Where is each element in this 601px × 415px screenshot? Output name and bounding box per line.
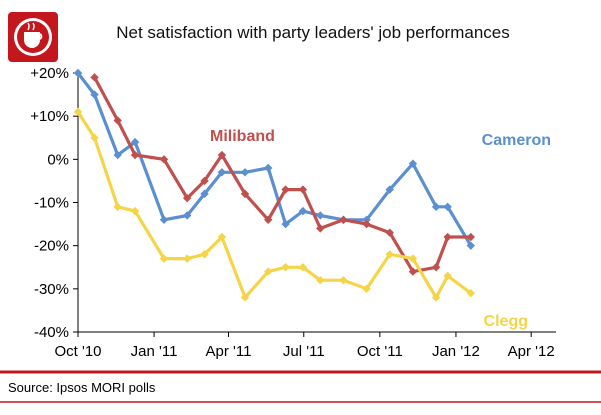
data-point-miliband	[362, 219, 371, 229]
data-point-miliband	[240, 189, 250, 199]
data-point-cameron	[316, 211, 325, 220]
data-point-cameron	[200, 189, 209, 199]
data-point-miliband	[217, 150, 227, 160]
data-point-clegg	[443, 271, 452, 281]
data-point-clegg	[316, 276, 325, 285]
data-point-clegg	[298, 263, 308, 272]
series-label-cameron: Cameron	[482, 132, 551, 149]
data-point-clegg	[339, 276, 348, 285]
data-point-cameron	[443, 202, 452, 212]
y-tick-label: -40%	[34, 324, 69, 341]
y-tick-label: -30%	[34, 281, 69, 298]
data-point-clegg	[240, 293, 250, 302]
data-point-cameron	[264, 163, 273, 173]
data-point-clegg	[264, 267, 273, 276]
data-point-miliband	[298, 185, 308, 194]
data-point-clegg	[466, 288, 476, 298]
data-point-cameron	[240, 168, 250, 177]
data-point-clegg	[113, 202, 122, 212]
x-tick-label: Oct '10	[54, 343, 101, 360]
y-tick-label: +20%	[30, 65, 69, 82]
data-point-clegg	[431, 293, 441, 302]
source-note: Source: Ipsos MORI polls	[8, 380, 156, 395]
data-point-miliband	[130, 150, 140, 160]
data-point-cameron	[362, 215, 371, 224]
data-point-clegg	[362, 284, 371, 294]
data-point-cameron	[281, 219, 290, 229]
data-point-cameron	[130, 137, 140, 147]
data-point-miliband	[113, 116, 122, 125]
series-miliband: Miliband	[90, 73, 476, 276]
mug-logo-icon	[8, 12, 58, 62]
data-point-miliband	[182, 193, 192, 203]
data-point-cameron	[182, 211, 192, 220]
data-point-clegg	[281, 263, 290, 272]
data-point-clegg	[385, 250, 394, 259]
y-tick-label: -10%	[34, 195, 69, 212]
data-point-cameron	[431, 202, 441, 212]
x-tick-label: Jan '11	[131, 343, 178, 360]
data-point-cameron	[73, 68, 83, 78]
chart-title: Net satisfaction with party leaders' job…	[116, 23, 509, 42]
x-tick-label: Apr '11	[206, 343, 252, 360]
data-point-miliband	[339, 215, 348, 224]
series-line-clegg	[76, 110, 472, 300]
x-tick-label: Oct '11	[357, 343, 403, 360]
y-tick-label: -20%	[34, 238, 69, 255]
data-point-cameron	[298, 206, 308, 216]
data-point-clegg	[73, 107, 83, 117]
x-tick-label: Jan '12	[432, 343, 480, 360]
data-point-miliband	[90, 73, 99, 82]
data-point-miliband	[466, 232, 476, 242]
y-tick-label: +10%	[30, 108, 69, 125]
data-point-miliband	[385, 228, 394, 237]
data-point-clegg	[217, 232, 227, 242]
data-point-miliband	[200, 176, 209, 186]
data-point-miliband	[159, 155, 169, 164]
y-tick-label: 0%	[47, 151, 69, 168]
series-label-miliband: Miliband	[210, 128, 275, 145]
data-point-miliband	[443, 232, 452, 242]
data-point-miliband	[316, 224, 325, 233]
data-point-cameron	[113, 150, 122, 160]
data-point-cameron	[466, 241, 476, 250]
data-point-cameron	[159, 215, 169, 224]
data-point-clegg	[200, 250, 209, 259]
data-point-miliband	[281, 185, 290, 194]
data-point-cameron	[90, 90, 99, 99]
data-point-miliband	[431, 263, 441, 272]
data-point-miliband	[264, 215, 273, 224]
data-point-clegg	[159, 254, 169, 263]
series-label-clegg: Clegg	[484, 313, 528, 330]
data-point-clegg	[130, 206, 140, 216]
data-point-cameron	[385, 185, 394, 194]
data-point-cameron	[408, 159, 418, 168]
data-point-clegg	[182, 254, 192, 263]
x-tick-label: Jul '11	[283, 343, 325, 360]
series-clegg: Clegg	[73, 107, 528, 330]
data-point-cameron	[217, 168, 227, 177]
data-point-clegg	[90, 133, 99, 142]
data-point-miliband	[408, 267, 418, 276]
data-point-clegg	[408, 254, 418, 263]
x-tick-label: Apr '12	[508, 343, 555, 360]
